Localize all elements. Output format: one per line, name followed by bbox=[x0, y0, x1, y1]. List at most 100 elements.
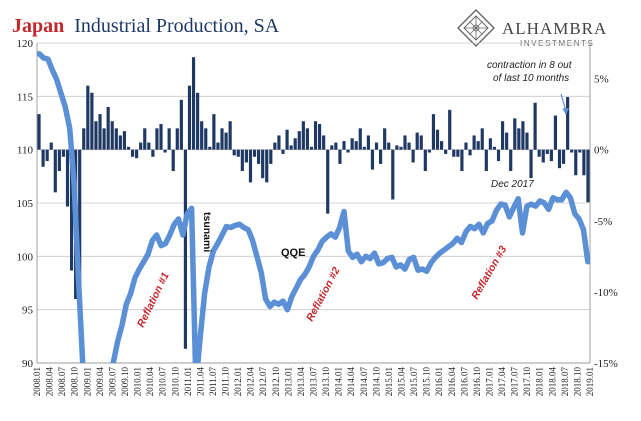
bar bbox=[439, 141, 444, 150]
line-path bbox=[37, 50, 590, 363]
bar bbox=[513, 118, 517, 150]
x-tick-label: 2016.10 bbox=[472, 367, 482, 397]
bar bbox=[557, 149, 562, 169]
x-tick-label: 2008.01 bbox=[32, 367, 42, 396]
bar bbox=[49, 142, 53, 150]
x-tick-label: 2010.07 bbox=[158, 367, 168, 397]
bar bbox=[200, 121, 204, 150]
logo-sub: INVESTMENTS bbox=[520, 39, 595, 48]
bar bbox=[362, 146, 366, 150]
annotation-reflation-2: Reflation #2 bbox=[304, 265, 343, 323]
x-tick-label: 2009.10 bbox=[120, 367, 130, 397]
bar bbox=[232, 149, 236, 156]
bar bbox=[216, 142, 220, 150]
bar bbox=[309, 146, 314, 150]
bar bbox=[350, 138, 354, 150]
bar bbox=[61, 149, 66, 157]
x-tick-label: 2010.04 bbox=[145, 367, 155, 397]
contraction-arrow-icon bbox=[560, 93, 569, 115]
bar bbox=[126, 146, 131, 150]
bar bbox=[139, 142, 143, 150]
bar bbox=[395, 145, 399, 150]
x-tick-label: 2015.04 bbox=[397, 367, 407, 397]
bar bbox=[379, 149, 383, 164]
bar bbox=[326, 149, 330, 214]
bar bbox=[374, 142, 379, 150]
x-tick-label: 2018.07 bbox=[560, 367, 570, 397]
bar bbox=[407, 142, 411, 150]
bar bbox=[484, 149, 488, 171]
bar bbox=[322, 135, 326, 150]
bar bbox=[167, 128, 171, 150]
chart-title-rest: Industrial Production, SA bbox=[74, 15, 280, 37]
x-tick-label: 2015.10 bbox=[422, 367, 432, 397]
bar bbox=[431, 114, 436, 150]
bar bbox=[545, 149, 549, 154]
left-axis: 120 115 110 105 100 95 90 bbox=[17, 38, 34, 370]
bar bbox=[208, 146, 212, 150]
x-tick-label: 2015.01 bbox=[384, 367, 394, 396]
bar bbox=[582, 149, 586, 176]
x-tick-label: 2013.10 bbox=[321, 367, 331, 397]
x-tick-label: 2012.10 bbox=[271, 367, 281, 397]
x-tick-label: 2015.07 bbox=[409, 367, 419, 397]
x-tick-label: 2017.07 bbox=[510, 367, 520, 397]
bar bbox=[69, 149, 74, 271]
bar bbox=[541, 149, 545, 163]
bar bbox=[509, 149, 513, 171]
bar bbox=[277, 135, 281, 150]
right-axis: 5% 0% -5% -10% -15% bbox=[594, 74, 618, 370]
bar bbox=[399, 146, 403, 150]
bar bbox=[435, 129, 440, 150]
bar bbox=[257, 149, 261, 164]
bar bbox=[391, 149, 395, 200]
x-tick-label: 2017.01 bbox=[485, 367, 495, 396]
bar bbox=[183, 149, 188, 349]
bar bbox=[419, 135, 423, 150]
x-tick-label: 2010.01 bbox=[133, 367, 143, 396]
alhambra-logo: ALHAMBRA INVESTMENTS bbox=[457, 9, 606, 48]
bar bbox=[224, 132, 228, 150]
bar bbox=[220, 128, 224, 150]
bar bbox=[110, 121, 114, 150]
annotation-reflation-3: Reflation #3 bbox=[469, 244, 509, 302]
bar bbox=[330, 145, 334, 150]
x-tick-label: 2016.07 bbox=[459, 367, 469, 397]
bar bbox=[452, 149, 456, 157]
bar bbox=[586, 149, 590, 203]
bar bbox=[366, 135, 370, 150]
bar bbox=[415, 132, 419, 150]
bar bbox=[122, 131, 127, 150]
x-tick-label: 2016.01 bbox=[434, 367, 444, 396]
right-tick-label: -5% bbox=[594, 216, 612, 228]
bar bbox=[358, 128, 362, 150]
bar bbox=[236, 149, 240, 157]
bar bbox=[529, 149, 533, 179]
bar bbox=[342, 141, 346, 150]
bar bbox=[403, 135, 407, 150]
bar bbox=[318, 124, 322, 150]
x-tick-label: 2012.04 bbox=[246, 367, 256, 397]
x-tick-label: 2018.04 bbox=[547, 367, 557, 397]
bar bbox=[261, 149, 265, 179]
bar bbox=[448, 109, 452, 150]
chart-title: Japan Industrial Production, SA bbox=[12, 15, 280, 37]
bar bbox=[159, 124, 163, 150]
bar bbox=[383, 128, 387, 150]
left-tick-label: 110 bbox=[17, 145, 34, 157]
bar bbox=[480, 128, 484, 150]
x-tick-label: 2010.10 bbox=[170, 367, 180, 397]
x-tick-label: 2011.10 bbox=[221, 367, 231, 396]
bar bbox=[488, 138, 492, 150]
x-tick-label: 2014.10 bbox=[371, 367, 381, 397]
bar bbox=[90, 92, 94, 150]
bar bbox=[45, 149, 49, 162]
bar bbox=[86, 85, 90, 150]
bar bbox=[244, 149, 248, 163]
bar bbox=[505, 132, 509, 150]
x-tick-label: 2018.10 bbox=[572, 367, 582, 397]
bar bbox=[240, 149, 244, 171]
bar bbox=[338, 149, 342, 164]
x-tick-label: 2014.07 bbox=[359, 367, 369, 397]
bar bbox=[82, 128, 86, 150]
